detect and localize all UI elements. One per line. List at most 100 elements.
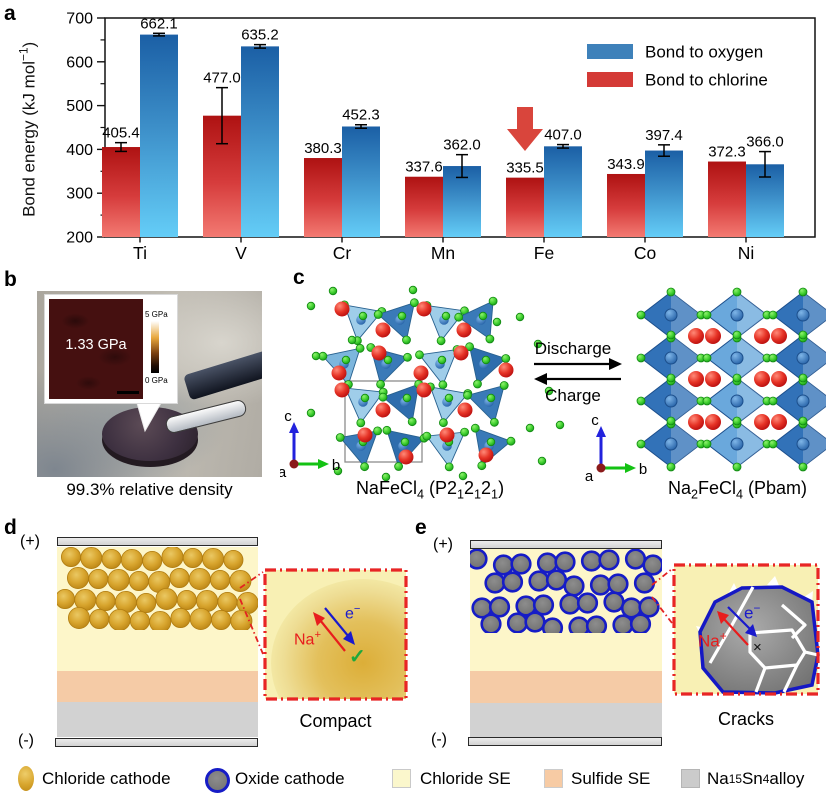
cl-atom bbox=[311, 351, 321, 361]
cl-atom bbox=[415, 350, 424, 360]
axes-right: c b a bbox=[585, 412, 647, 485]
oxide-particle bbox=[563, 575, 585, 597]
na2fecl4-caption: Na2FeCl4 (Pbam) bbox=[667, 478, 808, 502]
cl-atom bbox=[732, 287, 742, 297]
b-axis-arrow bbox=[318, 459, 329, 469]
bar-group-V: 477.0 635.2 V bbox=[203, 27, 279, 263]
cl-atom bbox=[506, 436, 516, 446]
chloride-particle bbox=[101, 548, 122, 570]
oxide-particle bbox=[506, 612, 529, 633]
electron-label: e− bbox=[345, 603, 361, 623]
sulfide-se-icon bbox=[544, 769, 563, 788]
fecl4-tetrahedron bbox=[457, 300, 494, 340]
y-tick-label: 500 bbox=[66, 98, 93, 115]
oxide-particle bbox=[624, 549, 647, 570]
cl-atom bbox=[525, 423, 535, 433]
oxide-particle bbox=[532, 594, 555, 616]
na-atom bbox=[688, 328, 704, 344]
na-ion-label: Na+ bbox=[294, 629, 321, 649]
cl-atom bbox=[373, 310, 383, 319]
alloy-anode-layer bbox=[57, 702, 258, 737]
chloride-particle bbox=[57, 589, 75, 609]
right-arrowhead bbox=[609, 358, 622, 370]
oxide-particle bbox=[541, 617, 564, 633]
cl-atom bbox=[798, 462, 808, 472]
cl-atom bbox=[460, 427, 470, 437]
chloride-particle bbox=[129, 611, 150, 630]
cl-atom bbox=[470, 423, 480, 433]
charge-label: Charge bbox=[545, 386, 601, 405]
na2fecl4-structure bbox=[636, 287, 826, 472]
oxide-particle bbox=[488, 596, 511, 618]
na-atom bbox=[705, 371, 721, 387]
cl-atom bbox=[463, 390, 472, 400]
panel-a-label: a bbox=[4, 2, 16, 25]
bar-Co-oxygen bbox=[645, 150, 683, 237]
oxide-particle bbox=[568, 616, 590, 633]
na-atom bbox=[375, 322, 391, 338]
cl-atom bbox=[437, 355, 447, 365]
na-ion-label: Na+ bbox=[698, 629, 727, 651]
chloride-particle bbox=[182, 547, 203, 569]
x-category-label: V bbox=[235, 243, 247, 260]
x-category-label: Ni bbox=[738, 243, 755, 260]
cl-atom bbox=[465, 342, 475, 352]
fe-atom bbox=[730, 437, 744, 451]
na-atom bbox=[498, 362, 514, 378]
legend-chlorine-label: Bond to chlorine bbox=[645, 71, 768, 90]
oxide-particle bbox=[480, 613, 502, 633]
x-category-label: Fe bbox=[534, 243, 554, 260]
cracked-particle-inset bbox=[672, 563, 820, 696]
cl-atom bbox=[436, 336, 446, 346]
cl-atom bbox=[798, 373, 808, 383]
c-axis-arrow bbox=[596, 426, 606, 437]
value-label: 362.0 bbox=[443, 137, 481, 154]
cracked-particle bbox=[698, 585, 820, 695]
na-atom bbox=[357, 427, 373, 443]
cl-atom bbox=[347, 335, 357, 345]
na-atom bbox=[439, 427, 455, 443]
cl-atom bbox=[306, 408, 316, 418]
chloride-particle bbox=[176, 590, 197, 611]
cl-atom bbox=[768, 396, 778, 406]
cl-atom bbox=[768, 353, 778, 363]
chloride-particle bbox=[136, 593, 157, 614]
chart-legend: Bond to oxygen Bond to chlorine bbox=[587, 43, 768, 90]
chart-canvas: 200 300 400 500 600 700 405.4 662.1 Ti 477.0 635.2… bbox=[66, 11, 816, 263]
cl-atom bbox=[438, 418, 448, 428]
cl-atom bbox=[333, 466, 343, 476]
cl-atom bbox=[478, 311, 488, 321]
cl-atom bbox=[636, 396, 646, 406]
chloride-particle bbox=[108, 609, 131, 630]
cl-atom bbox=[409, 298, 419, 308]
blocked-mark: × bbox=[753, 639, 762, 656]
na-ion-arrow bbox=[717, 611, 729, 624]
current-collector-negative bbox=[55, 738, 258, 747]
cl-atom bbox=[381, 472, 391, 482]
value-label: 397.4 bbox=[645, 127, 683, 144]
na-atom bbox=[688, 371, 704, 387]
alloy-anode-layer bbox=[470, 703, 662, 737]
fe-atom bbox=[664, 351, 678, 365]
panel-b-label: b bbox=[4, 268, 17, 291]
na-atom bbox=[754, 414, 770, 430]
value-label: 405.4 bbox=[102, 125, 140, 142]
oxide-particle bbox=[580, 550, 603, 572]
legend-label: Sulfide SE bbox=[571, 769, 651, 788]
c-axis-label: c bbox=[591, 412, 599, 429]
oxide-particle bbox=[589, 574, 612, 596]
nafecl4-caption: NaFeCl4 (P212121) bbox=[355, 478, 505, 502]
oxide-particle bbox=[545, 569, 568, 591]
a-axis-label: a bbox=[280, 464, 287, 481]
legend-label: Chloride SE bbox=[420, 769, 511, 788]
negative-terminal-label: (-) bbox=[431, 731, 447, 748]
cl-atom bbox=[636, 439, 646, 449]
na-atom bbox=[371, 345, 387, 361]
na-atom bbox=[478, 447, 494, 463]
cl-atom bbox=[702, 439, 712, 449]
reaction-arrows: Discharge Charge bbox=[534, 339, 622, 405]
oxide-particle bbox=[638, 596, 660, 618]
oxide-particle bbox=[524, 611, 546, 633]
